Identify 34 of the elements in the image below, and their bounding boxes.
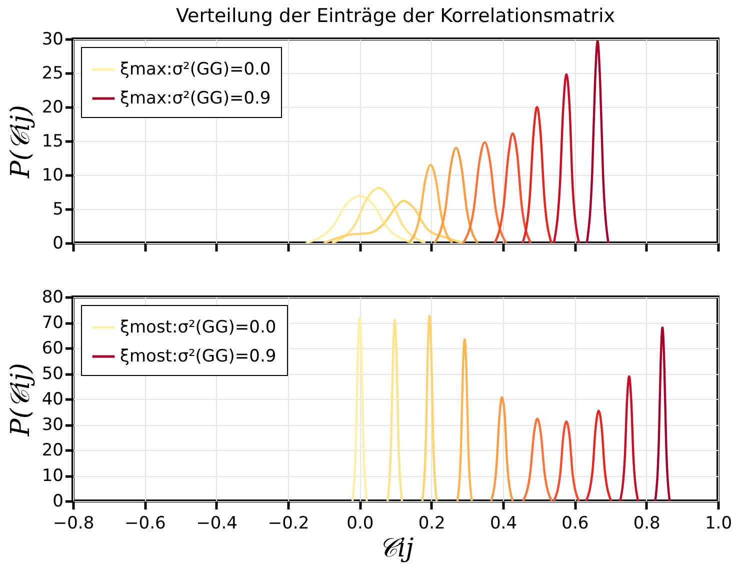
x-tick-label: 0.2: [418, 514, 446, 534]
y-tick-label: 50: [42, 364, 64, 384]
y-tick-label: 5: [52, 200, 64, 220]
x-tick-label: −0.2: [268, 514, 310, 534]
y-tick-label: 20: [42, 98, 64, 118]
x-tick-label: −0.8: [52, 514, 94, 534]
y-tick-label: 0: [52, 492, 64, 512]
x-axis-title: 𝒞ij: [378, 534, 414, 564]
y-tick-label: 15: [42, 132, 64, 152]
x-tick-label: 0.0: [346, 514, 374, 534]
legend-label: ξmost:σ²(GG)=0.0: [120, 318, 276, 338]
legend-label: ξmost:σ²(GG)=0.9: [120, 346, 276, 366]
y-tick-label: 20: [42, 440, 64, 460]
y-tick-label: 25: [42, 64, 64, 84]
x-tick-label: 1.0: [704, 514, 732, 534]
x-tick-label: −0.6: [124, 514, 166, 534]
x-tick-label: 0.4: [490, 514, 518, 534]
y-axis-title: P(𝒞ij): [6, 104, 36, 180]
y-tick-label: 10: [42, 466, 64, 486]
y-tick-label: 30: [42, 415, 64, 435]
legend-label: ξmax:σ²(GG)=0.0: [120, 60, 271, 80]
y-axis-title: P(𝒞ij): [6, 362, 36, 438]
x-tick-label: 0.6: [562, 514, 589, 534]
y-tick-label: 40: [42, 390, 64, 410]
y-tick-label: 30: [42, 30, 64, 50]
y-tick-label: 70: [42, 313, 64, 333]
y-tick-label: 80: [42, 288, 64, 308]
x-tick-label: 0.8: [633, 514, 660, 534]
x-tick-label: −0.4: [196, 514, 238, 534]
y-tick-label: 60: [42, 338, 64, 358]
legend-label: ξmax:σ²(GG)=0.9: [120, 88, 271, 108]
y-tick-label: 0: [52, 234, 64, 254]
chart-title: Verteilung der Einträge der Korrelationsmatrix: [176, 5, 615, 27]
y-tick-label: 10: [42, 166, 64, 186]
